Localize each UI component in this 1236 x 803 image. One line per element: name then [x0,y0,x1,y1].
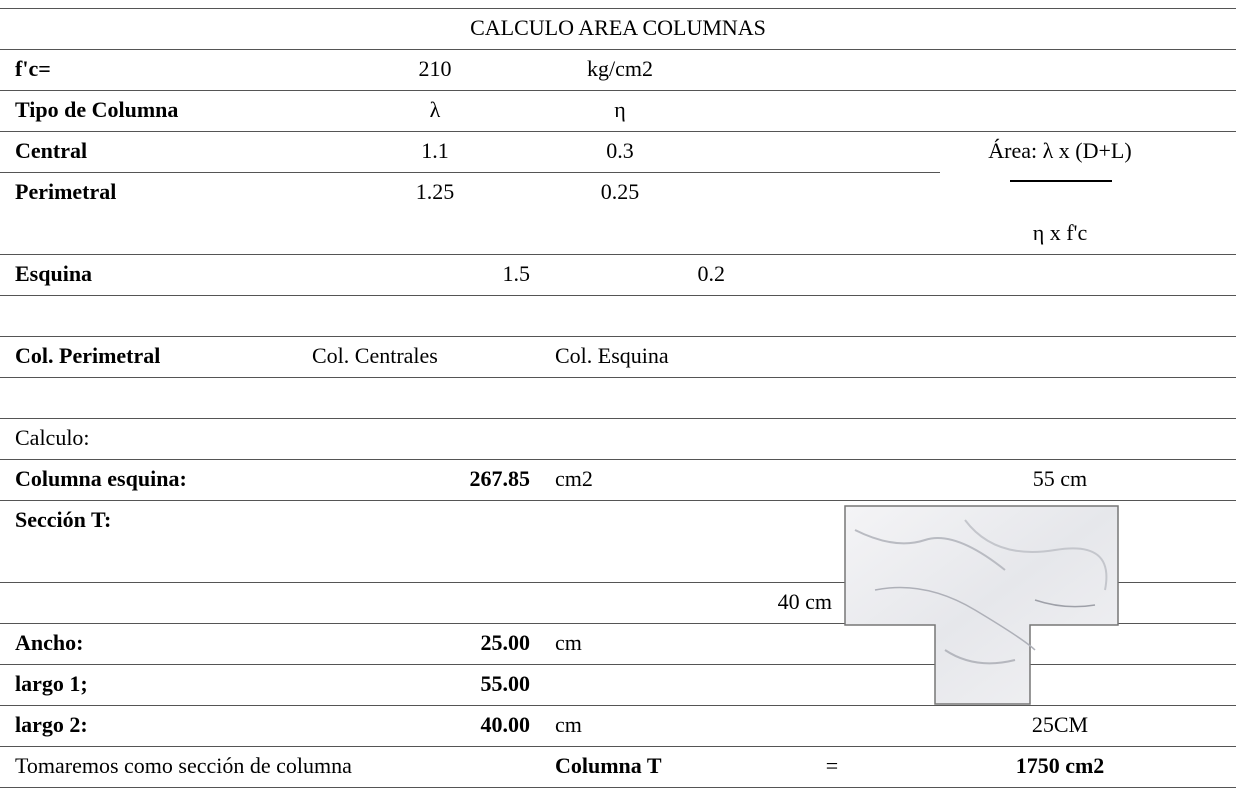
cell: 267.85 [469,466,531,491]
cell: 0.2 [697,261,726,286]
rule [0,377,1236,378]
cell: 55.00 [480,671,531,696]
cell: λ [429,97,441,122]
cell: 210 [418,56,452,81]
formula-numerator: Área: λ x (D+L) [988,138,1132,163]
rule [0,664,1236,665]
cell: Tipo de Columna [15,97,179,122]
cell: Sección T: [15,507,112,532]
cell: 25.00 [480,630,531,655]
conclusion-name: Columna T [555,753,662,778]
figure-label: 55 cm [1032,466,1088,491]
cell: largo 2: [15,712,88,737]
cell: 40.00 [480,712,531,737]
rule [0,459,1236,460]
cell: 0.3 [606,138,634,163]
cell: Col. Perimetral [15,343,161,368]
rule [0,90,1236,91]
rule [0,746,1236,747]
figure-label: 25CM [1031,712,1089,737]
rule [0,500,1236,501]
cell: cm2 [555,466,593,491]
cell: kg/cm2 [587,56,653,81]
rule [0,418,1236,419]
rule [0,705,1236,706]
cell: η [614,97,626,122]
rule [0,336,1236,337]
t-section-image [844,505,1119,705]
cell: Col. Esquina [555,343,669,368]
rule [0,49,1236,50]
cell: 1.5 [502,261,531,286]
formula-denominator: η x f'c [1032,220,1088,245]
rule [0,295,1236,296]
cell: Calculo: [15,425,90,450]
cell: 0.25 [600,179,640,204]
cell: cm [555,712,582,737]
conclusion-text: Tomaremos como sección de columna [15,753,352,778]
rule [0,8,1236,9]
cell: Central [15,138,88,163]
conclusion-result: 1750 cm2 [1015,753,1105,778]
rule [0,582,1236,583]
cell: f'c= [15,56,51,81]
cell: Perimetral [15,179,117,204]
cell: largo 1; [15,671,88,696]
title: CALCULO AREA COLUMNAS [470,15,766,40]
cell: 1.1 [421,138,449,163]
fraction-bar [1010,180,1112,182]
cell: Esquina [15,261,93,286]
rule [0,131,1236,132]
cell: 1.25 [415,179,455,204]
rule [0,172,940,173]
cell: Ancho: [15,630,84,655]
rule [0,623,1236,624]
conclusion-equals: = [825,753,839,778]
rule [0,787,1236,788]
cell: cm [555,630,582,655]
figure-label: 40 cm [777,589,832,614]
rule [0,254,1236,255]
cell: Columna esquina: [15,466,187,491]
cell: Col. Centrales [312,343,438,368]
